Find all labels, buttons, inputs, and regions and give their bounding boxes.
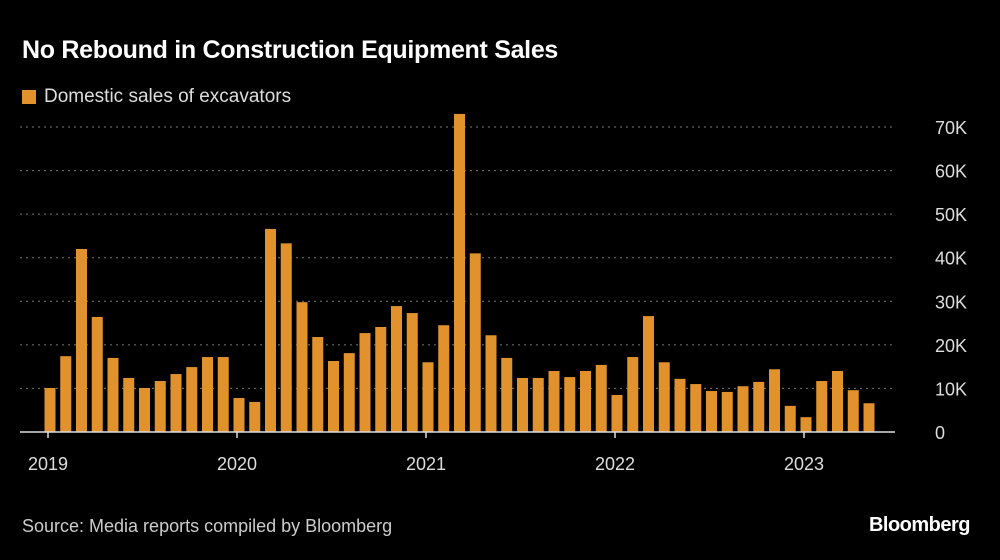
y-tick-label: 60K (935, 162, 967, 182)
bar (139, 387, 150, 432)
legend-label: Domestic sales of excavators (44, 86, 292, 107)
bar (454, 113, 465, 432)
bar (91, 316, 103, 432)
bar (422, 362, 434, 432)
bar (658, 362, 670, 432)
bar (532, 377, 544, 432)
y-tick-label: 10K (935, 379, 967, 399)
bar (391, 306, 402, 432)
x-tick-label: 2021 (406, 454, 446, 474)
bar (312, 337, 324, 432)
bar (265, 228, 276, 432)
bar (107, 357, 119, 432)
x-tick-label: 2023 (784, 454, 824, 474)
bar (643, 316, 654, 432)
bar (863, 403, 875, 432)
bar (737, 386, 749, 432)
bar (611, 394, 623, 432)
bar (690, 384, 702, 432)
bar (627, 357, 639, 432)
y-tick-label: 70K (935, 118, 967, 138)
bar (280, 243, 292, 432)
bar (328, 360, 339, 432)
source-note: Source: Media reports compiled by Bloomb… (22, 516, 393, 536)
bar (784, 405, 796, 432)
y-tick-label: 40K (935, 249, 967, 269)
bar (438, 325, 450, 432)
bar (249, 401, 261, 432)
bar (564, 377, 576, 432)
bar (548, 371, 560, 432)
bar (186, 367, 198, 432)
bar (485, 335, 497, 432)
legend: Domestic sales of excavators (22, 86, 291, 108)
bar (76, 249, 87, 432)
bar (217, 357, 229, 432)
bar (769, 369, 780, 432)
bar (706, 391, 717, 432)
bar (816, 381, 828, 432)
y-tick-label: 0 (935, 423, 945, 443)
bar (595, 364, 607, 432)
bar (469, 253, 481, 432)
bar (517, 377, 528, 432)
y-tick-label: 30K (935, 292, 967, 312)
bar (233, 398, 245, 432)
bar (123, 377, 135, 432)
bar (296, 302, 308, 432)
x-tick-label: 2022 (595, 454, 635, 474)
bar (359, 333, 371, 432)
x-tick-label: 2019 (28, 454, 68, 474)
bloomberg-logo: Bloomberg (868, 514, 971, 536)
bar (721, 391, 733, 432)
bar (501, 357, 513, 432)
bar (406, 313, 418, 432)
bar (847, 390, 859, 432)
bar (753, 381, 765, 432)
bar (170, 374, 182, 432)
chart-title: No Rebound in Construction Equipment Sal… (22, 36, 559, 64)
bar (580, 371, 591, 432)
bar (44, 387, 56, 432)
x-tick-label: 2020 (217, 454, 257, 474)
bar (800, 417, 812, 432)
bar (375, 326, 387, 432)
legend-swatch (22, 90, 36, 104)
bar (60, 356, 72, 432)
bar (343, 353, 355, 432)
bar (832, 371, 843, 432)
bar (202, 357, 213, 432)
y-tick-label: 50K (935, 205, 967, 225)
y-tick-label: 20K (935, 336, 967, 356)
bar (154, 381, 166, 432)
bar (674, 378, 686, 432)
